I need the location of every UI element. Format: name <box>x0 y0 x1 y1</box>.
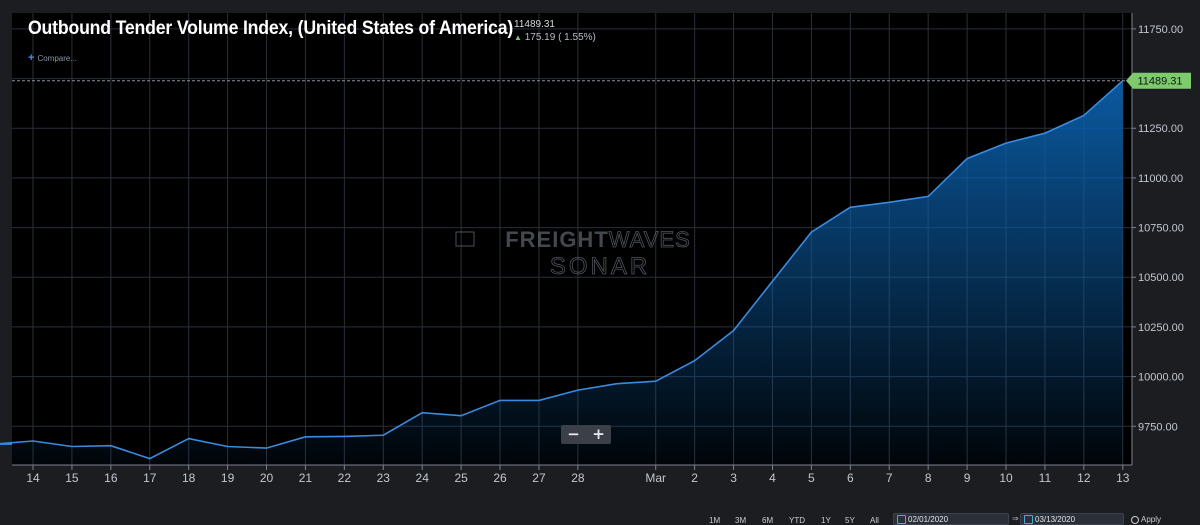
x-tick-label: 28 <box>571 471 585 485</box>
start-date-input[interactable]: 02/01/2020 <box>893 513 1009 525</box>
x-tick-label: 20 <box>260 471 274 485</box>
last-price: 11489.31 <box>514 19 555 30</box>
end-date-value: 03/13/2020 <box>1035 515 1075 524</box>
zoom-in-button[interactable]: + <box>586 425 611 444</box>
price-change: ▲ 175.19 ( 1.55%) <box>514 32 596 43</box>
x-tick-label: 8 <box>925 471 932 485</box>
x-tick-label: 10 <box>999 471 1013 485</box>
x-tick-label: 24 <box>416 471 430 485</box>
price-change-value: 175.19 ( 1.55%) <box>525 32 596 43</box>
zoom-control: − + <box>561 425 611 444</box>
start-date-value: 02/01/2020 <box>908 515 948 524</box>
x-tick-label: 15 <box>65 471 79 485</box>
chart-title: Outbound Tender Volume Index, (United St… <box>28 18 513 40</box>
x-tick-label: 27 <box>532 471 546 485</box>
last-value-label: 11489.31 <box>1137 76 1182 88</box>
y-tick-label: 10250.00 <box>1138 322 1184 334</box>
x-tick-label: 26 <box>493 471 507 485</box>
x-tick-label: 14 <box>26 471 40 485</box>
y-tick-label: 9750.00 <box>1138 421 1178 433</box>
calendar-icon <box>897 515 906 524</box>
x-tick-label: 17 <box>143 471 157 485</box>
x-tick-label: 9 <box>964 471 971 485</box>
range-button-3m[interactable]: 3M <box>735 516 746 525</box>
x-tick-label: 16 <box>104 471 118 485</box>
x-tick-label: 11 <box>1039 471 1052 485</box>
y-tick-label: 10500.00 <box>1138 272 1184 284</box>
watermark-line-1: FREIGHTWAVES <box>505 227 691 252</box>
check-icon <box>1131 516 1139 524</box>
x-tick-label: 21 <box>299 471 313 485</box>
y-tick-label: 11250.00 <box>1138 123 1183 135</box>
end-date-input[interactable]: 03/13/2020 <box>1020 513 1124 525</box>
apply-button[interactable]: Apply <box>1131 515 1161 524</box>
x-tick-label: 3 <box>730 471 737 485</box>
x-tick-label: 6 <box>847 471 854 485</box>
range-button-all[interactable]: All <box>870 516 879 525</box>
y-tick-label: 11000.00 <box>1138 173 1183 185</box>
compare-label: Compare... <box>37 54 77 63</box>
plus-icon: + <box>28 52 34 64</box>
range-button-1m[interactable]: 1M <box>709 516 720 525</box>
x-tick-label: 12 <box>1077 471 1091 485</box>
y-tick-label: 11750.00 <box>1138 24 1183 36</box>
x-tick-label: 23 <box>377 471 391 485</box>
x-tick-label: 18 <box>182 471 196 485</box>
compare-button[interactable]: +Compare... <box>28 52 77 64</box>
calendar-icon <box>1024 515 1033 524</box>
x-tick-label: 19 <box>221 471 235 485</box>
range-button-ytd[interactable]: YTD <box>789 516 805 525</box>
x-tick-label: 2 <box>691 471 698 485</box>
watermark-line-2: SONAR <box>550 253 650 280</box>
x-tick-label: 22 <box>338 471 352 485</box>
zoom-out-button[interactable]: − <box>561 425 586 444</box>
range-button-1y[interactable]: 1Y <box>821 516 831 525</box>
x-tick-label: 4 <box>769 471 776 485</box>
x-tick-label: Mar <box>645 471 666 485</box>
x-tick-label: 5 <box>808 471 815 485</box>
x-tick-label: 7 <box>886 471 893 485</box>
y-tick-label: 10750.00 <box>1138 223 1184 235</box>
x-tick-label: 13 <box>1116 471 1130 485</box>
range-button-5y[interactable]: 5Y <box>845 516 855 525</box>
up-arrow-icon: ▲ <box>514 33 522 42</box>
range-button-6m[interactable]: 6M <box>762 516 773 525</box>
apply-label: Apply <box>1141 515 1161 524</box>
x-tick-label: 25 <box>454 471 468 485</box>
y-tick-label: 10000.00 <box>1138 372 1184 384</box>
